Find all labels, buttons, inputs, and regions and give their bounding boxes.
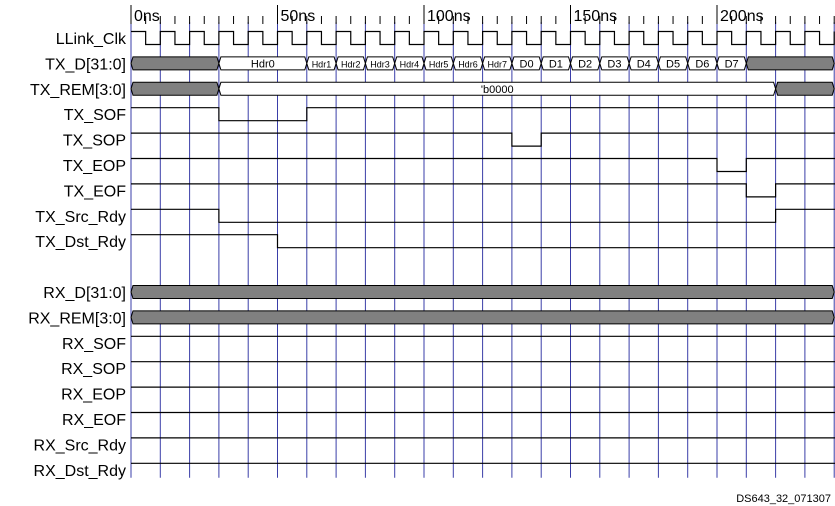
signal-row: LLink_Clk [56,30,835,48]
bus-undefined-segment [745,56,835,71]
time-label: 150ns [574,8,618,25]
bus-value-label: Hdr6 [458,59,478,69]
bit-waveform [131,157,835,173]
signal-row: TX_Dst_Rdy [35,234,835,251]
bus-value-label: D5 [666,58,680,70]
bus-undefined-segment [775,81,835,96]
signal-row: TX_EOP [63,157,835,175]
bus-segment [218,56,308,71]
signal-row: RX_EOF [62,411,835,429]
bus-value-label: D3 [607,58,621,70]
signal-row: RX_EOP [61,386,835,404]
signal-name: TX_SOF [64,107,126,124]
time-label: 200ns [720,8,764,25]
signal-name: RX_Dst_Rdy [34,463,126,480]
signal-row: TX_SOF [64,107,835,124]
bus-value-label: D2 [578,58,592,70]
signal-row: RX_D[31:0] [43,285,835,302]
figure-id: DS643_32_071307 [736,493,831,505]
signal-name: TX_Dst_Rdy [35,234,126,251]
bus-value-label: Hdr0 [251,58,275,70]
bus-segment [423,56,454,71]
bus-segment [364,56,396,71]
signal-row: RX_SOF [62,335,835,353]
signal-name: RX_SOF [62,336,126,353]
signal-name: RX_REM[3:0] [28,310,126,327]
bus-segment [511,56,542,71]
signal-row: TX_EOF [64,183,835,200]
signal-name: TX_D[31:0] [45,56,126,73]
time-label: 50ns [281,8,316,25]
bus-value-label: D1 [549,58,563,70]
bus-undefined-segment [130,56,220,71]
time-axis: 0ns 50ns 100ns 150ns 200ns [130,5,835,25]
bus-segment [394,56,425,71]
bus-value-label: Hdr2 [341,59,361,69]
signal-name: RX_EOF [62,412,126,429]
signal-row: RX_Src_Rdy [34,437,835,454]
clock-waveform [131,30,835,46]
bus-value-label: D0 [520,58,534,70]
time-grid [130,22,835,478]
signal-name: TX_Src_Rdy [35,209,126,226]
signal-name: TX_REM[3:0] [30,82,126,99]
bus-value-label: 'b0000 [481,84,514,96]
bus-value-label: Hdr5 [429,59,449,69]
signal-row: TX_Src_Rdy [35,208,835,226]
signal-row: RX_SOP [61,361,835,378]
bus-segment [482,56,513,71]
bus-segment [540,56,572,71]
bus-undefined-segment [130,285,835,299]
bus-segment [687,56,718,71]
signal-row: TX_REM[3:0] 'b0000 [30,81,835,99]
signal-name: TX_EOF [64,183,126,200]
bus-value-label: D7 [725,58,739,70]
bus-segment [657,56,689,71]
signal-name: RX_Src_Rdy [34,437,126,454]
bus-undefined-segment [130,310,835,325]
signal-rows: LLink_Clk TX_D[31:0] Hdr0 Hdr1 Hdr2 Hdr3 Hdr4 H… [28,30,835,480]
bus-segment [306,56,337,71]
bus-segment [218,81,777,96]
bit-waveform [131,208,835,223]
bus-segment [569,56,601,71]
bus-segment [628,56,659,71]
signal-name: RX_D[31:0] [43,285,126,302]
bit-waveform [131,234,835,249]
bit-waveform [131,132,835,147]
bit-waveform [131,107,835,122]
bus-segment [335,56,366,71]
signal-row: TX_SOP [63,132,835,150]
bus-value-label: D4 [637,58,651,70]
bus-value-label: Hdr1 [312,59,332,69]
bus-segment [716,56,747,71]
bus-segment [599,56,630,71]
signal-name: RX_SOP [61,361,126,378]
signal-row: TX_D[31:0] Hdr0 Hdr1 Hdr2 Hdr3 Hdr4 Hdr5 Hdr6 Hd… [45,56,835,73]
time-label: 100ns [427,8,471,25]
bus-value-label: Hdr7 [487,59,507,69]
time-label: 0ns [134,8,160,25]
signal-row: RX_Dst_Rdy [34,462,835,480]
signal-name: TX_EOP [63,158,126,175]
signal-name: LLink_Clk [56,31,127,48]
bus-segment [452,56,484,71]
signal-name: RX_EOP [61,387,126,404]
bus-value-label: Hdr3 [370,59,390,69]
signal-name: TX_SOP [63,133,126,150]
signal-row: RX_REM[3:0] [28,310,835,327]
bus-undefined-segment [130,81,220,96]
bus-value-label: Hdr4 [400,59,420,69]
bus-value-label: D6 [695,58,709,70]
bit-waveform [131,183,835,198]
